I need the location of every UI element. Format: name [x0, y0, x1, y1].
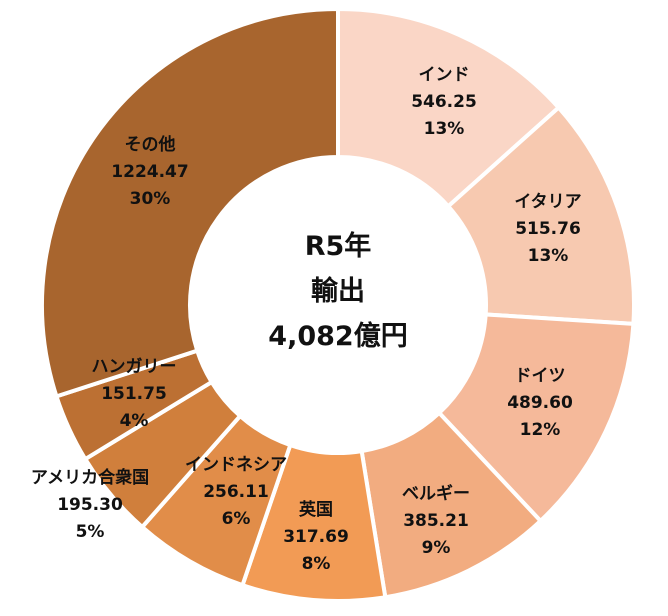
slice-value-6: 195.30 — [57, 495, 123, 515]
slice-label-0: インド — [419, 65, 470, 85]
slice-label-7: ハンガリー — [92, 357, 177, 377]
slice-labels: インド 546.25 13% イタリア 515.76 13% ドイツ 489.60 12% ベルギ… — [31, 65, 582, 574]
slice-percent-2: 12% — [520, 420, 561, 440]
slice-label-2: ドイツ — [515, 366, 566, 386]
center-line-3: 4,082億円 — [268, 321, 407, 352]
slice-percent-3: 9% — [422, 538, 451, 558]
slice-value-1: 515.76 — [515, 219, 581, 239]
slice-label-3: ベルギー — [402, 484, 470, 504]
slice-label-5: インドネシア — [185, 455, 287, 475]
slice-percent-8: 30% — [130, 189, 171, 209]
slice-value-5: 256.11 — [203, 482, 269, 502]
slice-value-4: 317.69 — [283, 527, 349, 547]
slice-label-6: アメリカ合衆国 — [31, 467, 149, 488]
slice-value-7: 151.75 — [101, 384, 167, 404]
slice-percent-5: 6% — [222, 509, 251, 529]
slice-value-8: 1224.47 — [111, 162, 188, 182]
slice-label-4: 英国 — [299, 499, 333, 520]
slice-value-2: 489.60 — [507, 393, 573, 413]
slice-value-3: 385.21 — [403, 511, 469, 531]
slice-8 — [40, 6, 340, 399]
slice-percent-0: 13% — [424, 119, 465, 139]
slice-percent-6: 5% — [76, 522, 105, 542]
slice-1 — [445, 104, 636, 327]
slice-value-0: 546.25 — [411, 92, 477, 112]
slice-0 — [336, 6, 562, 210]
slice-label-1: イタリア — [514, 192, 581, 212]
slices — [40, 6, 636, 603]
center-label: R5年 輸出 4,082億円 — [268, 230, 407, 352]
slice-label-8: その他 — [125, 134, 176, 155]
slice-percent-4: 8% — [302, 554, 331, 574]
slice-percent-1: 13% — [528, 246, 569, 266]
center-line-2: 輸出 — [311, 275, 365, 307]
center-line-1: R5年 — [305, 230, 372, 262]
slice-percent-7: 4% — [120, 411, 149, 431]
